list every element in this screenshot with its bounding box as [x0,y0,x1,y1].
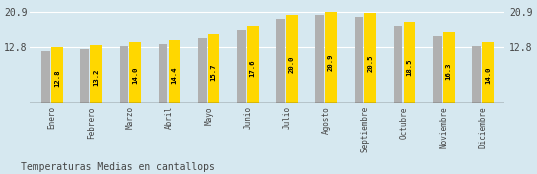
Bar [237,30,246,103]
Text: 20.5: 20.5 [367,54,373,72]
Text: 20.0: 20.0 [289,55,295,73]
Text: 16.3: 16.3 [446,62,452,80]
Bar [208,34,220,103]
Text: 14.0: 14.0 [132,67,138,84]
Text: 13.2: 13.2 [93,69,99,86]
Bar [129,42,141,103]
Text: 17.6: 17.6 [250,60,256,77]
Bar [51,47,63,103]
Bar [325,11,337,103]
Text: 14.4: 14.4 [171,66,177,84]
Bar [120,46,128,103]
Bar [315,15,324,103]
Text: 12.8: 12.8 [54,69,60,87]
Text: 14.0: 14.0 [485,67,491,84]
Bar [365,13,376,103]
Text: 15.7: 15.7 [211,64,216,81]
Bar [90,45,102,103]
Bar [276,19,285,103]
Bar [41,51,50,103]
Bar [247,26,259,103]
Bar [198,38,207,103]
Bar [354,17,363,103]
Text: 20.9: 20.9 [328,53,334,71]
Text: Temperaturas Medias en cantallops: Temperaturas Medias en cantallops [21,162,215,172]
Bar [169,40,180,103]
Bar [286,15,298,103]
Bar [433,36,441,103]
Bar [394,26,402,103]
Bar [472,46,481,103]
Bar [81,49,89,103]
Bar [159,44,168,103]
Bar [404,22,415,103]
Text: 18.5: 18.5 [407,58,412,76]
Bar [482,42,494,103]
Bar [443,32,454,103]
